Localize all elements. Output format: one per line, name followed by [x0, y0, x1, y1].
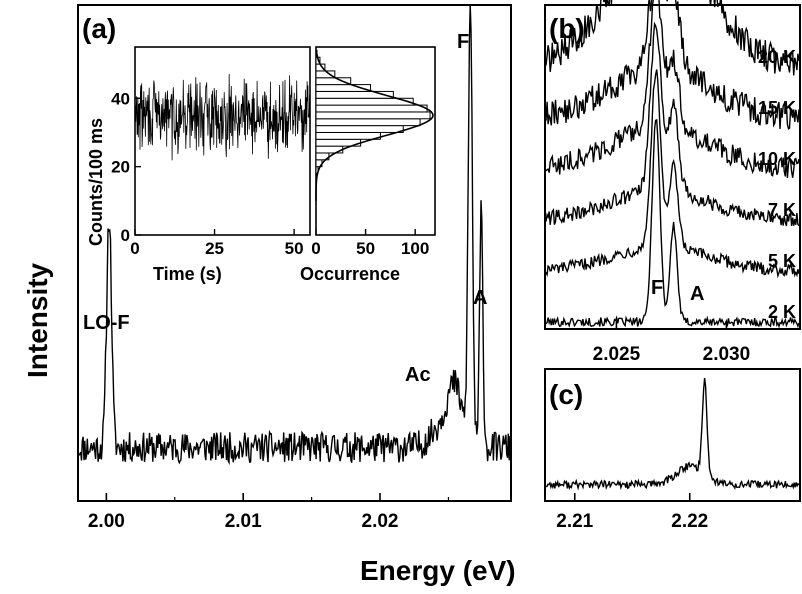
- panel-a-tick-label-0: 2.00: [88, 511, 125, 532]
- panel-b-peak-f: F: [651, 277, 663, 299]
- temp-label-3: 10 K: [758, 149, 796, 169]
- inset-ytick-label-1: 20: [111, 158, 130, 177]
- inset-time-xtick-label-0: 0: [130, 239, 139, 258]
- panel-b-spectrum-5: [545, 0, 800, 76]
- panel-b-spectrum-2: [545, 21, 800, 227]
- peak-label-a: A: [473, 287, 487, 309]
- inset-time-xlabel: Time (s): [153, 264, 222, 284]
- panel-a-tick-label-1: 2.01: [225, 511, 262, 532]
- panel-b-x-ticks: 2.025 2.030: [593, 321, 751, 365]
- temp-label-1: 5 K: [768, 251, 796, 271]
- hist-bar-5: [315, 131, 381, 140]
- panel-b-spectrum-0: [545, 118, 800, 329]
- inset-ylabel: Counts/100 ms: [86, 118, 106, 246]
- panel-a-tick-label-2: 2.02: [362, 511, 399, 532]
- panel-b-tick-label-0: 2.025: [593, 344, 641, 365]
- panel-b-spectrum-4: [545, 0, 800, 130]
- panel-c-label: (c): [549, 379, 583, 410]
- inset-time-ticks: 0 25 50 0 20 40: [111, 89, 303, 258]
- panel-b: 2 K 5 K 7 K 10 K 15 K 20 K 2.025 2.030 (b) F A: [544, 0, 801, 365]
- peak-label-f: F: [457, 31, 469, 53]
- hist-bar-6: [315, 125, 404, 133]
- panel-b-frame: [544, 4, 801, 330]
- temp-label-2: 7 K: [768, 200, 796, 220]
- panel-b-label: (b): [549, 13, 585, 44]
- panel-a-spectrum-line: [78, 4, 511, 466]
- inset-time-series-line: [134, 73, 311, 161]
- inset-time-trace: 0 25 50 0 20 40 Time (s) Counts/100 ms: [86, 46, 311, 284]
- inset-histogram: 0 50 100 Occurrence: [300, 46, 436, 284]
- panel-c-tick-label-0: 2.21: [556, 511, 593, 532]
- hist-bar-7: [315, 118, 421, 127]
- x-axis-title: Energy (eV): [360, 555, 516, 586]
- panel-c-frame: [544, 368, 801, 502]
- panel-b-temperature-labels: 2 K 5 K 7 K 10 K 15 K 20 K: [758, 47, 796, 322]
- panel-a-x-ticks: 2.00 2.01 2.02: [88, 493, 450, 532]
- panel-b-spectra: [545, 0, 800, 329]
- inset-hist-gaussian-fit: [315, 53, 434, 201]
- peak-label-ac: Ac: [405, 364, 431, 386]
- panel-c-spectrum-line: [546, 378, 800, 491]
- panel-b-spectrum-1: [545, 69, 800, 279]
- panel-b-tick-label-1: 2.030: [703, 344, 751, 365]
- temp-label-0: 2 K: [768, 302, 796, 322]
- hist-xtick-label-2: 100: [401, 239, 429, 258]
- inset-hist-bars: [315, 49, 431, 174]
- inset-hist-ticks: 0 50 100: [311, 229, 429, 258]
- hist-bar-13: [315, 77, 352, 86]
- inset-time-frame: [134, 46, 311, 236]
- panel-a-label: (a): [82, 13, 116, 44]
- hist-xtick-label-1: 50: [356, 239, 375, 258]
- temp-label-4: 15 K: [758, 98, 796, 118]
- hist-bar-9: [315, 104, 428, 113]
- panel-c: 2.21 2.22 (c): [544, 368, 801, 532]
- panel-c-tick-label-1: 2.22: [671, 511, 708, 532]
- panel-c-x-ticks: 2.21 2.22: [556, 493, 708, 532]
- hist-bar-8: [315, 111, 431, 120]
- temp-label-5: 20 K: [758, 47, 796, 67]
- hist-xtick-label-0: 0: [311, 239, 320, 258]
- panel-a-frame: [77, 4, 512, 502]
- inset-time-xtick-label-2: 50: [285, 239, 304, 258]
- panel-a: 2.00 2.01 2.02 (a) LO-F Ac F A: [77, 4, 512, 532]
- inset-time-xtick-label-1: 25: [205, 239, 224, 258]
- inset-ytick-label-2: 40: [111, 89, 130, 108]
- inset-ytick-label-0: 0: [121, 226, 130, 245]
- inset-hist-xlabel: Occurrence: [300, 264, 400, 284]
- peak-label-lo-f: LO-F: [83, 312, 130, 334]
- panel-b-peak-a: A: [690, 283, 704, 305]
- panel-b-spectrum-3: [545, 0, 800, 179]
- y-axis-title: Intensity: [22, 262, 53, 378]
